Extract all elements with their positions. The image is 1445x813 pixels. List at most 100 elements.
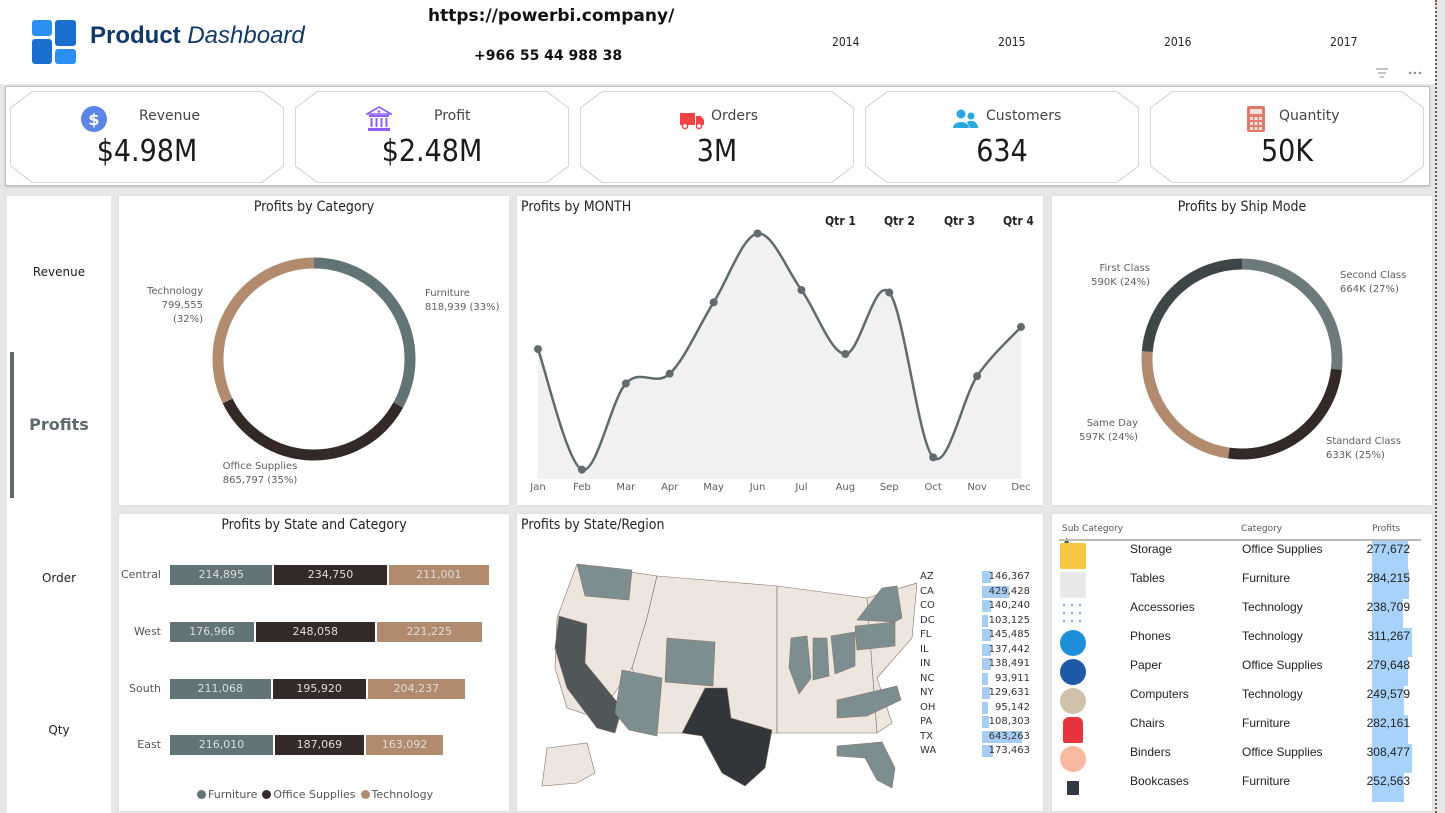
state-row-fl[interactable]: FL 145,485: [920, 629, 1030, 642]
table-row[interactable]: Tables Furniture 284,215: [1052, 570, 1422, 599]
table-row[interactable]: Phones Technology 311,267: [1052, 628, 1422, 657]
table-row[interactable]: Accessories Technology 238,709: [1052, 599, 1422, 628]
donut-slice-technology[interactable]: [212, 257, 315, 404]
category-cell: Technology: [1242, 629, 1303, 643]
bar-central-furniture[interactable]: 214,895: [170, 565, 273, 585]
state-profit-value: 93,911: [995, 672, 1030, 684]
quarter-slicer-q1[interactable]: Qtr 1: [825, 214, 856, 228]
legend-item-office-supplies[interactable]: Office Supplies: [273, 788, 356, 801]
quarter-slicer-q3[interactable]: Qtr 3: [944, 214, 975, 228]
data-point-oct[interactable]: [929, 453, 938, 462]
donut-slice-furniture[interactable]: [313, 257, 416, 408]
bank-icon: [366, 106, 392, 131]
bar-south-furniture[interactable]: 211,068: [170, 679, 271, 699]
sidebar-item-profits[interactable]: Profits: [29, 415, 89, 434]
x-tick-jan: Jan: [530, 482, 546, 493]
dashboard-logo-icon: [32, 20, 78, 64]
state-row-wa[interactable]: WA 173,463: [920, 745, 1030, 758]
bar-south-office-supplies[interactable]: 195,920: [272, 679, 366, 699]
data-point-dec[interactable]: [1017, 322, 1025, 331]
state-code: OH: [920, 701, 936, 713]
donut-slice-standard-class[interactable]: [1228, 368, 1342, 460]
data-point-nov[interactable]: [973, 372, 982, 381]
legend-item-technology[interactable]: Technology: [371, 788, 434, 801]
header: Product Dashboard https://powerbi.compan…: [0, 0, 1435, 84]
table-row[interactable]: Binders Office Supplies 308,477: [1052, 744, 1422, 773]
state-row-tx[interactable]: TX 643,263: [920, 730, 1030, 744]
year-slicer-2017[interactable]: 2017: [1330, 35, 1358, 49]
table-row[interactable]: Bookcases Furniture 252,563: [1052, 773, 1422, 802]
bar-east-office-supplies[interactable]: 187,069: [274, 735, 364, 755]
slice-label-technology: Technology 799,555 (32%): [146, 286, 203, 325]
state-row-ny[interactable]: NY 129,631: [920, 687, 1030, 700]
data-point-jul[interactable]: [797, 286, 806, 295]
table-row[interactable]: Paper Office Supplies 279,648: [1052, 657, 1422, 686]
company-url-link[interactable]: https://powerbi.company/: [428, 6, 675, 26]
table-row[interactable]: Computers Technology 249,579: [1052, 686, 1422, 715]
state-row-dc[interactable]: DC 103,125: [920, 614, 1030, 628]
data-point-jan[interactable]: [534, 345, 542, 354]
bar-south-technology[interactable]: 204,237: [367, 679, 466, 699]
sidebar-item-order[interactable]: Order: [41, 571, 77, 585]
bar-central-office-supplies[interactable]: 234,750: [274, 565, 387, 585]
filter-icon[interactable]: [1370, 62, 1394, 84]
state-row-nc[interactable]: NC 93,911: [920, 672, 1030, 686]
state-row-ca[interactable]: CA 429,428: [920, 585, 1030, 599]
state-row-co[interactable]: CO 140,240: [920, 600, 1030, 613]
data-point-may[interactable]: [709, 298, 718, 307]
kpi-label: Profit: [434, 108, 471, 124]
data-point-jun[interactable]: [753, 229, 762, 238]
year-slicer-2014[interactable]: 2014: [832, 35, 860, 49]
bar-west-furniture[interactable]: 176,966: [170, 622, 254, 642]
state-databar: [982, 600, 991, 612]
table-row[interactable]: Storage Office Supplies 277,672: [1052, 541, 1422, 570]
data-point-feb[interactable]: [577, 465, 586, 474]
column-header-profits[interactable]: Profits: [1372, 524, 1401, 534]
bar-east-technology[interactable]: 163,092: [365, 735, 444, 755]
profit-databar: [1372, 773, 1405, 802]
donut-slice-same-day[interactable]: [1141, 351, 1230, 459]
us-states-map[interactable]: [537, 558, 917, 788]
quarter-slicer-q4[interactable]: Qtr 4: [1003, 214, 1034, 228]
data-point-mar[interactable]: [621, 379, 630, 388]
data-point-sep[interactable]: [885, 288, 894, 297]
category-cell: Furniture: [1242, 774, 1291, 788]
state-code: PA: [920, 716, 933, 727]
sub-category-cell: Chairs: [1130, 716, 1165, 730]
more-options-icon[interactable]: [1403, 62, 1427, 84]
state-code: FL: [920, 629, 932, 640]
sub-category-cell: Tables: [1130, 571, 1165, 585]
year-slicer-2015[interactable]: 2015: [998, 35, 1026, 49]
data-point-apr[interactable]: [665, 369, 674, 378]
sidebar-item-revenue[interactable]: Revenue: [32, 265, 86, 279]
year-slicer-2016[interactable]: 2016: [1164, 35, 1192, 49]
donut-slice-first-class[interactable]: [1141, 258, 1243, 353]
bar-west-office-supplies[interactable]: 248,058: [256, 622, 375, 642]
x-tick-aug: Aug: [835, 482, 856, 493]
column-header-sub-category[interactable]: Sub Category: [1062, 524, 1124, 534]
legend-item-furniture[interactable]: Furniture: [208, 788, 258, 801]
sub-category-cell: Paper: [1130, 658, 1163, 672]
state-row-az[interactable]: AZ 146,367: [920, 571, 1030, 584]
state-row-oh[interactable]: OH 95,142: [920, 701, 1030, 715]
table-row[interactable]: Chairs Furniture 282,161: [1052, 715, 1422, 744]
sidebar-item-qty[interactable]: Qty: [48, 723, 70, 737]
state-row-il[interactable]: IL 137,442: [920, 643, 1030, 657]
map-state-ny: [856, 585, 903, 623]
slice-label-furniture: Furniture 818,939 (33%): [425, 288, 500, 313]
bar-central-technology[interactable]: 211,001: [388, 565, 490, 585]
quarter-slicer-q2[interactable]: Qtr 2: [884, 214, 915, 228]
bar-east-furniture[interactable]: 216,010: [170, 735, 273, 755]
donut-slice-second-class[interactable]: [1241, 258, 1343, 370]
state-row-pa[interactable]: PA 108,303: [920, 716, 1030, 729]
profit-cell: 311,267: [1367, 629, 1411, 643]
column-header-category[interactable]: Category: [1241, 524, 1283, 534]
state-row-in[interactable]: IN 138,491: [920, 658, 1030, 671]
month-area-chart: [534, 229, 1025, 479]
donut-slice-office-supplies[interactable]: [222, 398, 404, 461]
bar-west-technology[interactable]: 221,225: [376, 622, 483, 642]
x-tick-jul: Jul: [795, 482, 808, 493]
profits-by-state-category-panel: Profits by State and Category Central 214…: [119, 514, 509, 811]
data-point-aug[interactable]: [841, 350, 850, 358]
state-profit-value: 146,367: [988, 571, 1030, 582]
